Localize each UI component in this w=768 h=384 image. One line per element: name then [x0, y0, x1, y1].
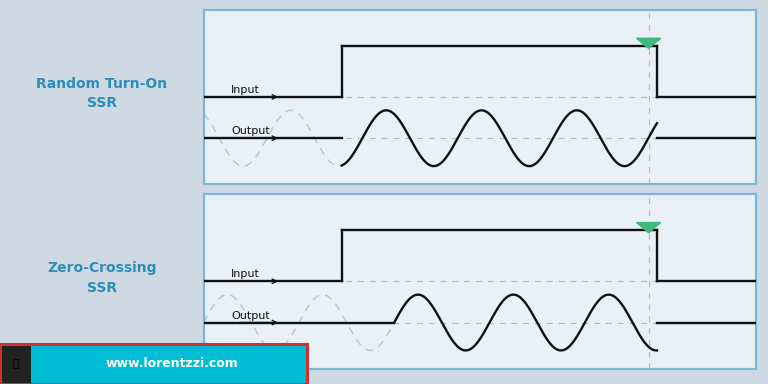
Polygon shape	[637, 38, 660, 48]
Text: www.lorentzzi.com: www.lorentzzi.com	[106, 358, 238, 370]
Text: Zero-Crossing
SSR: Zero-Crossing SSR	[47, 261, 157, 295]
Text: 🔍: 🔍	[12, 359, 18, 369]
Bar	[0, 344, 31, 384]
Text: Input: Input	[231, 85, 260, 95]
Text: Input: Input	[231, 269, 260, 279]
Polygon shape	[637, 223, 660, 233]
Text: Random Turn-On
SSR: Random Turn-On SSR	[36, 77, 167, 110]
Text: Output: Output	[231, 311, 270, 321]
Text: Output: Output	[231, 126, 270, 136]
